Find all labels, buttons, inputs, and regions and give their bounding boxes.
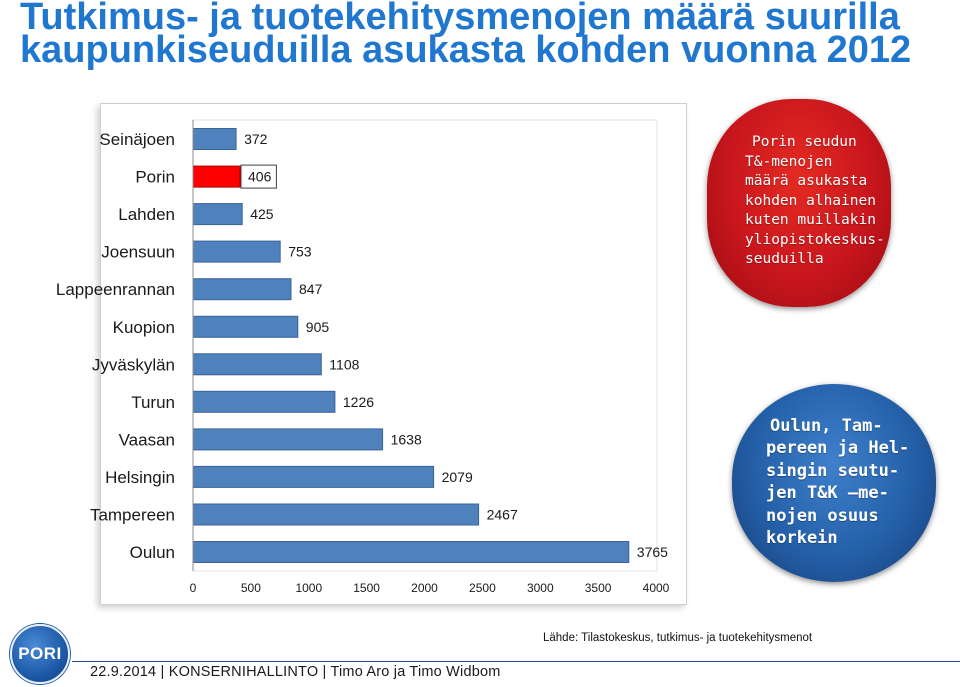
callout-blue-line: jen T&K –me- bbox=[766, 483, 889, 504]
data-label-lappeenrannan: 847 bbox=[299, 281, 323, 297]
callout-blue-line: singin seutu- bbox=[766, 460, 900, 481]
bar-kuopion bbox=[192, 315, 299, 338]
data-label-seinajoen: 372 bbox=[244, 131, 268, 147]
category-label-vaasan: Vaasan bbox=[119, 430, 175, 449]
callout-blue-line: korkein bbox=[766, 528, 838, 549]
logo-text: PORI bbox=[18, 644, 62, 663]
slide-title-line: kaupunkiseuduilla asukasta kohden vuonna… bbox=[20, 29, 912, 71]
bar-porin bbox=[192, 165, 241, 188]
callout-red-line: seuduilla bbox=[745, 251, 824, 267]
callout-blue-bubble bbox=[732, 384, 936, 582]
x-tick-label: 1500 bbox=[353, 581, 380, 595]
bar-turun bbox=[192, 390, 336, 413]
category-label-tampereen: Tampereen bbox=[90, 506, 175, 525]
bar-series bbox=[192, 128, 630, 563]
callout-red-line: kohden alhainen bbox=[745, 192, 876, 209]
highlight-label-box bbox=[240, 164, 277, 189]
callout-blue-line: nojen osuus bbox=[766, 505, 879, 526]
x-tick-label: 3500 bbox=[585, 581, 612, 595]
category-label-lahden: Lahden bbox=[118, 205, 175, 224]
x-tick-label: 3000 bbox=[527, 581, 554, 595]
x-tick-label: 1000 bbox=[295, 581, 322, 595]
data-label-tampereen: 2467 bbox=[487, 507, 518, 523]
category-label-kuopion: Kuopion bbox=[113, 318, 175, 337]
x-tick-label: 2000 bbox=[411, 581, 438, 595]
bar-vaasan bbox=[192, 428, 384, 451]
callout-blue-line: Oulun, Tam- bbox=[770, 416, 883, 436]
plot-area bbox=[192, 119, 658, 572]
data-label-helsingin: 2079 bbox=[442, 469, 473, 485]
x-tick-label: 500 bbox=[241, 581, 261, 595]
footer-text: 22.9.2014 | KONSERNIHALLINTO | Timo Aro … bbox=[90, 664, 501, 680]
callout-blue-text: Oulun, Tam- pereen ja Hel- singin seutu-… bbox=[766, 415, 909, 549]
category-label-jyvaskylan: Jyväskylän bbox=[92, 355, 175, 374]
value-axis-tick-labels: 0 500 1000 1500 2000 2500 3000 3500 4000 bbox=[190, 581, 670, 595]
data-label-turun: 1226 bbox=[343, 394, 374, 410]
data-labels: 372 406 425 753 847 905 1108 1226 1638 2079 2467 37… bbox=[240, 131, 668, 560]
data-label-jyvaskylan: 1108 bbox=[329, 356, 359, 372]
x-tick-label: 4000 bbox=[643, 581, 670, 595]
bar-helsingin bbox=[192, 465, 435, 488]
bar-jyvaskylan bbox=[192, 353, 322, 376]
callout-red-line: määrä asukasta bbox=[745, 173, 868, 189]
category-label-seinajoen: Seinäjoen bbox=[99, 130, 175, 149]
data-label-porin: 406 bbox=[248, 169, 272, 185]
slide-title-line: Tutkimus- ja tuotekehitysmenojen määrä s… bbox=[20, 0, 900, 38]
category-label-porin: Porin bbox=[135, 168, 175, 187]
x-tick-label: 2500 bbox=[469, 581, 496, 595]
bar-tampereen bbox=[192, 503, 480, 526]
bar-oulun bbox=[192, 541, 630, 563]
data-label-lahden: 425 bbox=[250, 206, 274, 222]
callout-red-line: Porin seudun bbox=[752, 134, 857, 150]
category-label-oulun: Oulun bbox=[130, 543, 175, 562]
callout-blue-line: pereen ja Hel- bbox=[766, 438, 910, 459]
category-label-lappeenrannan: Lappeenrannan bbox=[56, 280, 175, 299]
data-label-kuopion: 905 bbox=[306, 319, 330, 335]
category-label-helsingin: Helsingin bbox=[105, 468, 175, 487]
slide-title: Tutkimus- ja tuotekehitysmenojen määrä s… bbox=[20, 0, 912, 71]
x-tick-label: 0 bbox=[190, 581, 197, 595]
callout-red-line: yliopistokeskus- bbox=[745, 231, 885, 248]
bar-chart: Seinäjoen Porin Lahden Joensuun Lappeenranna… bbox=[56, 119, 670, 595]
callout-red-line: kuten muillakin bbox=[745, 212, 876, 228]
category-label-joensuun: Joensuun bbox=[101, 243, 175, 262]
callout-red-line: T&-menojen bbox=[745, 153, 833, 170]
bar-joensuun bbox=[192, 240, 281, 263]
category-axis-labels: Seinäjoen Porin Lahden Joensuun Lappeenranna… bbox=[56, 130, 175, 562]
data-label-joensuun: 753 bbox=[288, 244, 312, 260]
bar-seinajoen bbox=[192, 128, 237, 150]
footer-rule bbox=[72, 661, 960, 662]
callout-red-bubble bbox=[707, 99, 891, 307]
pori-logo-icon: PORI bbox=[10, 624, 70, 684]
data-label-oulun: 3765 bbox=[637, 544, 668, 560]
source-note: Lähde: Tilastokeskus, tutkimus- ja tuote… bbox=[543, 632, 813, 644]
data-label-vaasan: 1638 bbox=[391, 431, 422, 447]
category-label-turun: Turun bbox=[131, 393, 175, 412]
callout-red-text: Porin seudun T&-menojen määrä asukasta k… bbox=[745, 133, 885, 270]
bar-lahden bbox=[192, 203, 243, 226]
bar-lappeenrannan bbox=[192, 278, 292, 301]
